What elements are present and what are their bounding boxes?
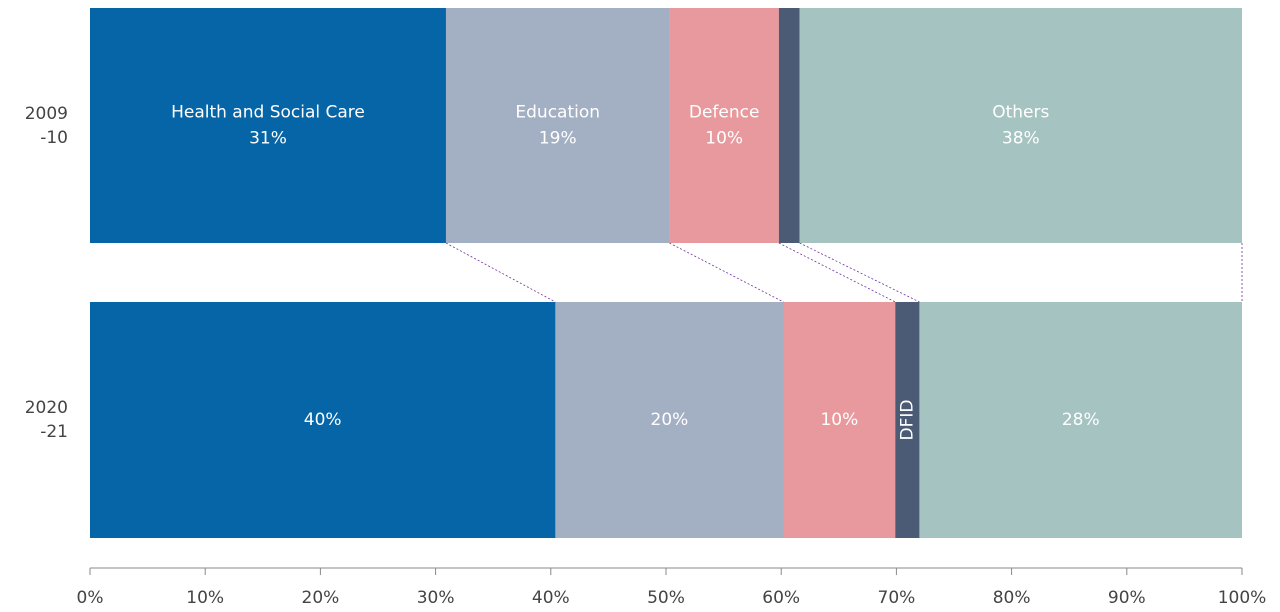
series-name: Others [992, 103, 1049, 123]
series-name: Education [515, 103, 600, 123]
category-label: 2009-10 [24, 103, 68, 148]
bar-segment [445, 8, 670, 243]
value-label: 38% [1002, 129, 1040, 149]
x-tick-label: 100% [1218, 588, 1267, 608]
x-tick-label: 50% [647, 588, 685, 608]
connector [669, 242, 784, 303]
series-name: DFID [897, 400, 917, 441]
value-label: 40% [304, 410, 342, 430]
bar-segment [778, 8, 800, 243]
bar-segment [90, 302, 556, 538]
value-label: 20% [651, 410, 689, 430]
bar-segment [799, 8, 1242, 243]
category-label: 2020-21 [24, 398, 68, 442]
connector [445, 242, 556, 303]
x-tick-label: 20% [302, 588, 340, 608]
x-tick-label: 60% [762, 588, 800, 608]
bar-segment [919, 302, 1242, 538]
value-label: 10% [820, 410, 858, 430]
bar-segment [783, 302, 896, 538]
connector [799, 242, 920, 303]
value-label: 19% [539, 129, 577, 149]
x-tick-label: 40% [532, 588, 570, 608]
series-name: Defence [689, 103, 760, 123]
bar-segment [669, 8, 779, 243]
x-tick-label: 70% [878, 588, 916, 608]
bar-segment [895, 302, 920, 538]
connector [778, 242, 896, 303]
bar-segment [90, 8, 446, 243]
value-label: 10% [705, 129, 743, 149]
x-tick-label: 80% [993, 588, 1031, 608]
value-label: 31% [249, 129, 287, 149]
bar-segment [555, 302, 784, 538]
x-tick-label: 90% [1108, 588, 1146, 608]
x-tick-label: 30% [417, 588, 455, 608]
x-tick-label: 0% [77, 588, 104, 608]
value-label: 28% [1062, 410, 1100, 430]
x-tick-label: 10% [186, 588, 224, 608]
series-name: Health and Social Care [171, 103, 365, 123]
